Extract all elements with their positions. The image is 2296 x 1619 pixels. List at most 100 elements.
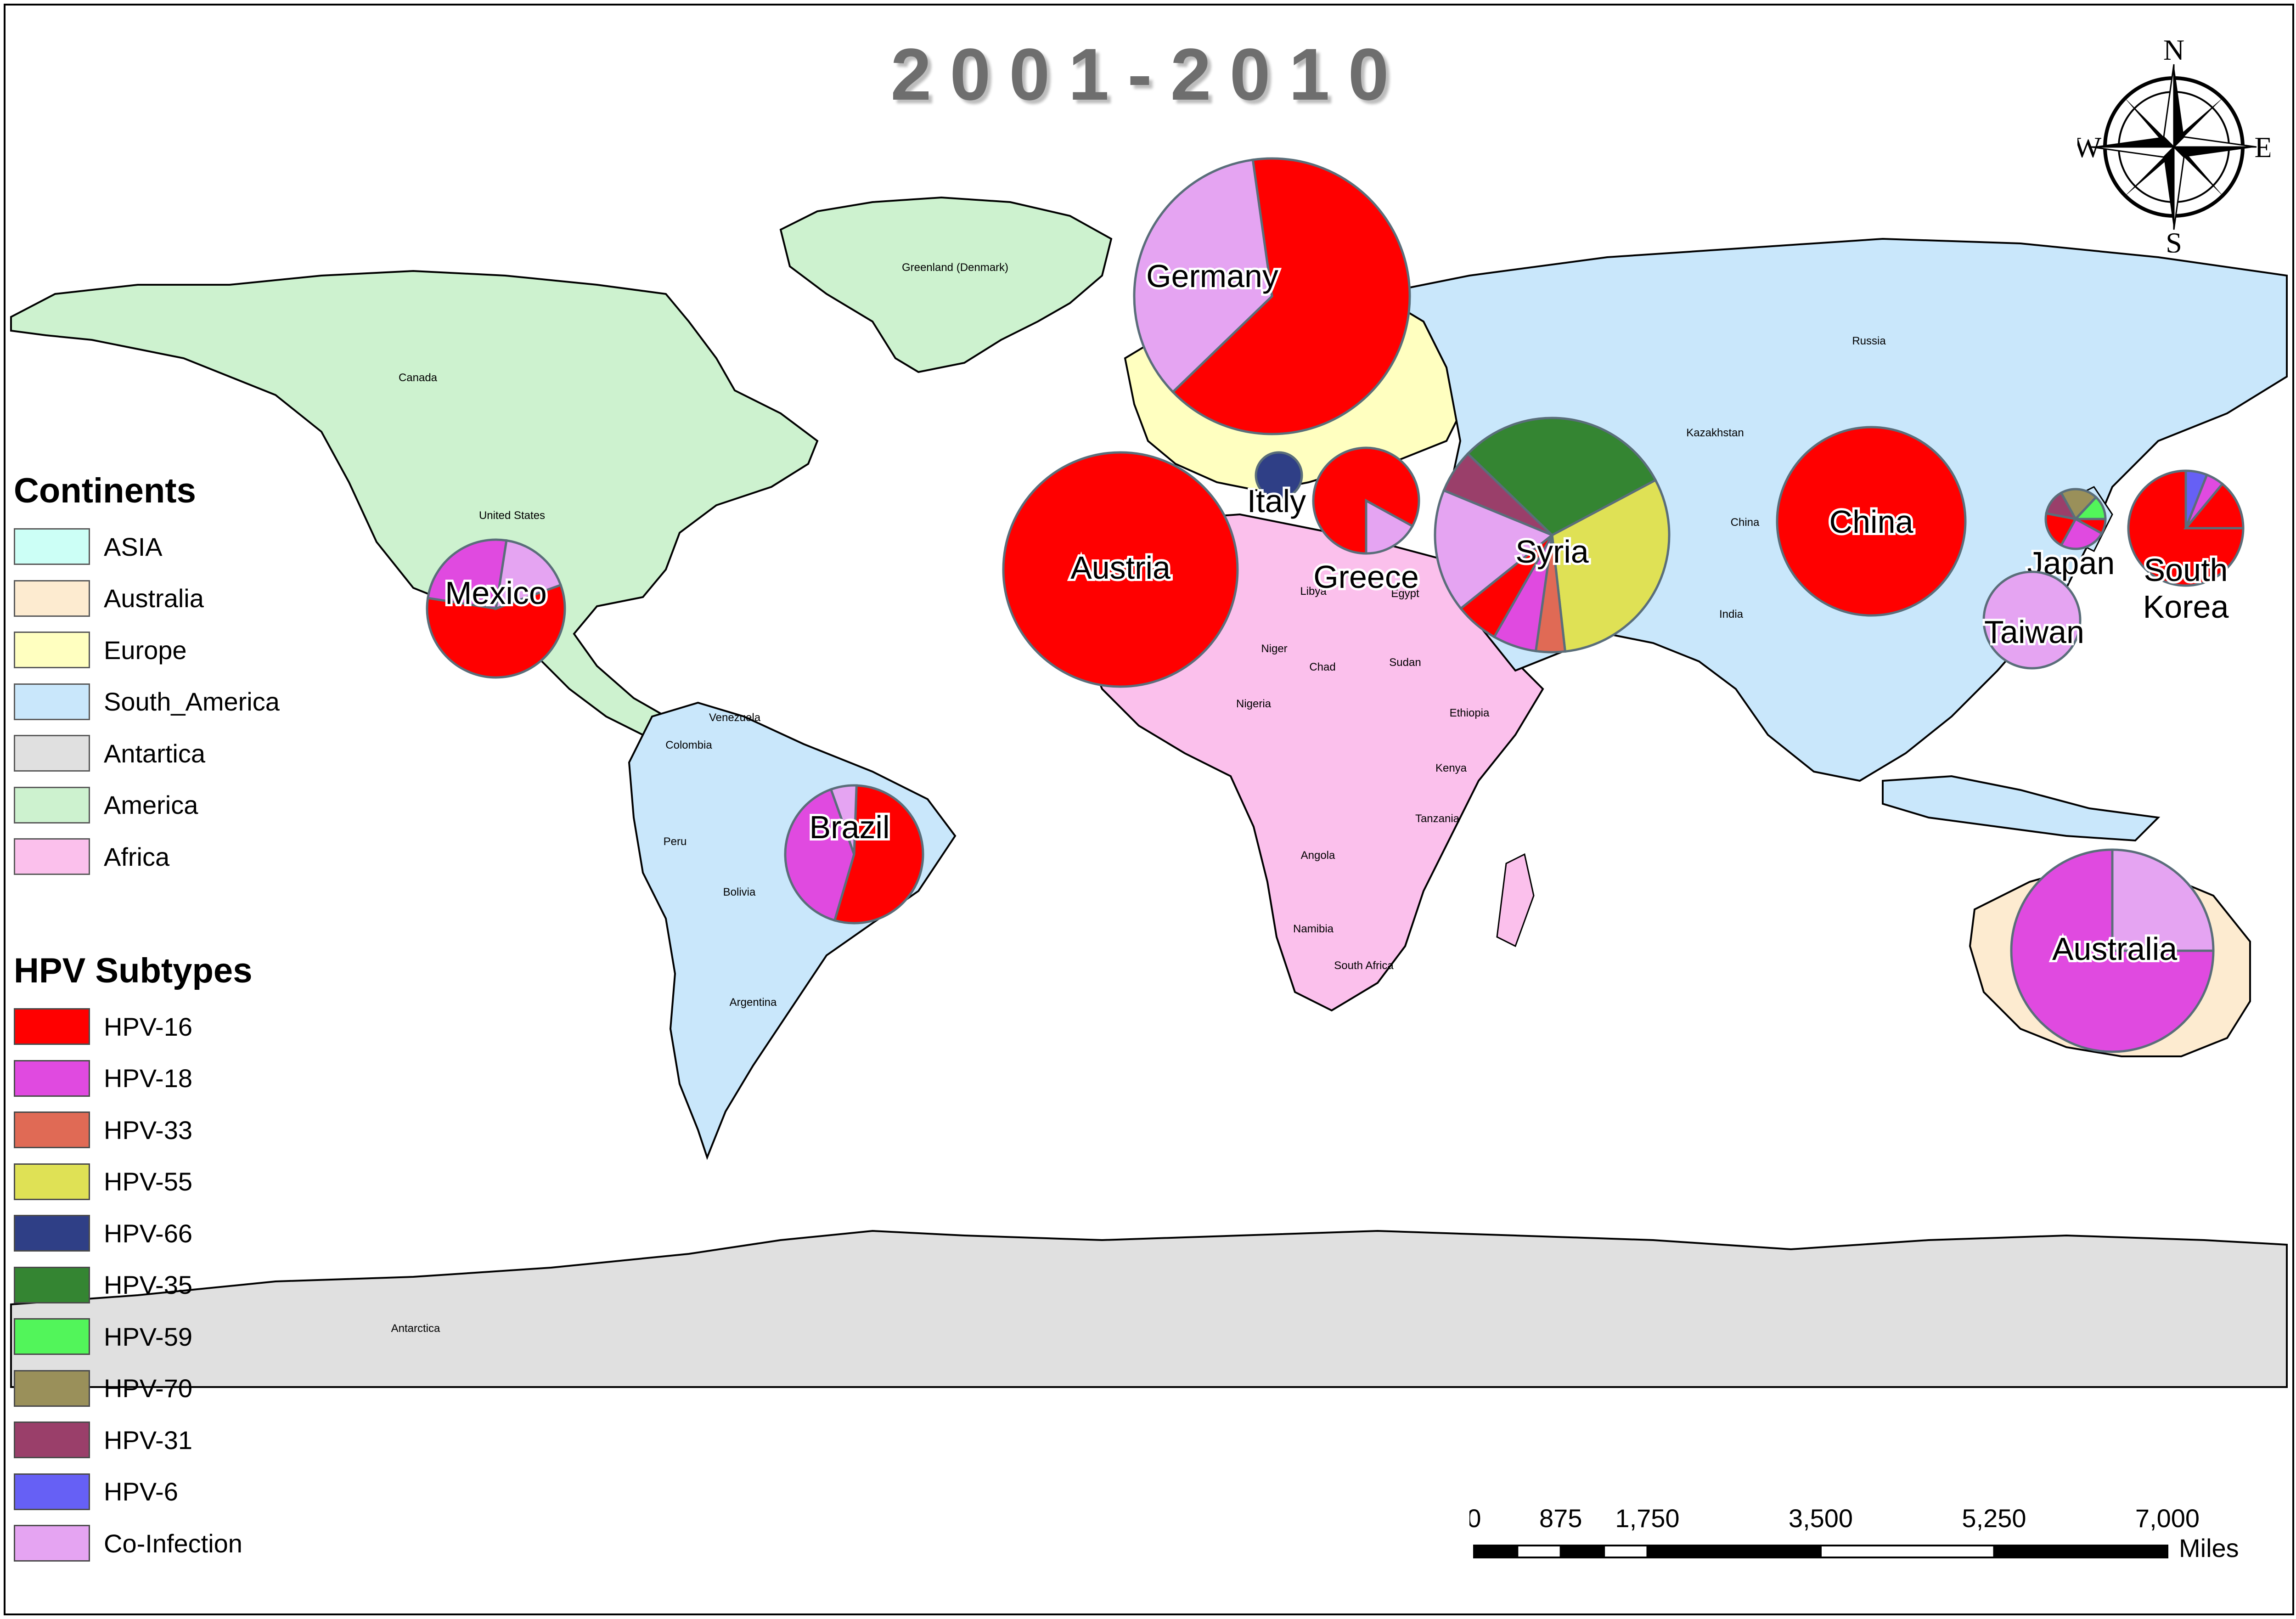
pie-slice-mexico-hpv18	[426, 538, 508, 610]
hpv-legend-row: HPV-31	[14, 1414, 252, 1466]
hpv-legend-swatch	[14, 1111, 90, 1149]
pie-taiwan: Taiwan	[1982, 570, 2087, 670]
greenland-shape	[779, 196, 1113, 373]
scale-unit: Miles	[2179, 1534, 2239, 1563]
label-tanzania: Tanzania	[1415, 812, 1460, 825]
label-peru: Peru	[664, 835, 687, 848]
scale-segment	[1993, 1545, 2168, 1558]
compass-e: E	[2254, 131, 2270, 164]
label-us: United States	[479, 509, 545, 522]
label-niger: Niger	[1261, 643, 1287, 655]
hpv-legend-swatch	[14, 1370, 90, 1407]
pie-slice-syria-hpv35	[1466, 417, 1657, 537]
pie-slice-italy-hpv66	[1255, 451, 1303, 500]
continent-legend-label: Europe	[104, 635, 187, 665]
continent-legend-row: America	[14, 779, 280, 831]
scale-tick-label: 0	[1469, 1504, 1481, 1533]
label-south-africa: South Africa	[1334, 959, 1394, 972]
compass-n: N	[2163, 34, 2184, 66]
pie-slice-south-korea-hpv16	[2127, 469, 2245, 587]
hpv-legend-swatch	[14, 1473, 90, 1510]
country-label-group: Greenland (Denmark) Canada United States…	[391, 261, 1886, 1335]
label-antarctica: Antarctica	[391, 1322, 440, 1335]
scale-segment	[1820, 1545, 1995, 1558]
hpv-legend-label: HPV-59	[104, 1322, 192, 1351]
scale-segment	[1646, 1545, 1822, 1558]
hpv-legend-row: HPV-18	[14, 1053, 252, 1105]
pie-label-germany: Germany	[1146, 258, 1278, 294]
label-ethiopia: Ethiopia	[1450, 707, 1490, 719]
label-nigeria: Nigeria	[1236, 698, 1272, 710]
continent-legend-label: South_America	[104, 687, 280, 716]
pie-slice-syria-hpv55	[1551, 478, 1671, 653]
label-angola: Angola	[1301, 849, 1335, 862]
pie-label-syria: Syria	[1515, 534, 1589, 570]
hpv-legend-swatch	[14, 1008, 90, 1045]
continents-legend-heading: Continents	[14, 471, 196, 510]
scale-tick-label: 1,750	[1615, 1504, 1679, 1533]
hpv-subtypes-legend: HPV Subtypes HPV-16 HPV-18 HPV-33 HPV-55 HPV…	[14, 951, 252, 1569]
label-india: India	[1719, 608, 1744, 621]
pie-slice-mexico-hpv16	[426, 583, 566, 679]
hpv-legend-swatch	[14, 1525, 90, 1562]
hpv-legend-label: HPV-6	[104, 1477, 178, 1506]
label-libya: Libya	[1300, 585, 1327, 598]
scale-tick-label: 875	[1539, 1504, 1582, 1533]
hpv-legend-swatch	[14, 1266, 90, 1303]
map-title: 2001-2010	[890, 33, 1407, 115]
label-namibia: Namibia	[1293, 923, 1334, 935]
hpv-legend-row: HPV-35	[14, 1259, 252, 1311]
label-bolivia: Bolivia	[723, 886, 756, 898]
continent-legend-label: Africa	[104, 842, 170, 871]
south-america-shape	[628, 701, 957, 1160]
pie-slice-austria-hpv16	[1002, 451, 1239, 688]
pie-label-china: China	[1829, 504, 1913, 540]
hpv-legend-row: HPV-70	[14, 1363, 252, 1415]
label-china-small: China	[1731, 516, 1760, 529]
pie-slice-greece-coinf	[1365, 498, 1414, 555]
hpv-legend-swatch	[14, 1215, 90, 1252]
label-greenland: Greenland (Denmark)	[902, 261, 1008, 274]
scale-segment	[1559, 1545, 1605, 1558]
pie-label-south-korea: South Korea	[2143, 552, 2229, 625]
pie-germany: Germany	[1133, 157, 1411, 435]
pie-greece: Greece	[1311, 446, 1421, 597]
continent-legend-row: Europe	[14, 624, 280, 676]
hpv-legend-label: HPV-35	[104, 1270, 192, 1300]
hpv-legend-label: Co-Infection	[104, 1529, 242, 1558]
label-sudan: Sudan	[1389, 656, 1421, 669]
pie-slice-south-korea-hpv16	[2183, 482, 2245, 530]
pie-slice-brazil-hpv18	[784, 788, 855, 922]
label-argentina: Argentina	[730, 996, 777, 1009]
hpv-legend-label: HPV-66	[104, 1218, 192, 1248]
pie-south-korea: South Korea	[2127, 469, 2245, 627]
pie-mexico: Mexico	[426, 538, 566, 679]
pie-label-australia: Australia	[2052, 931, 2177, 967]
scale-segment	[1516, 1545, 1562, 1558]
north-america-shape	[10, 270, 819, 741]
pie-slice-china-hpv16	[1776, 426, 1967, 617]
pie-slice-brazil-coinf	[829, 784, 858, 855]
pie-italy: Italy	[1245, 451, 1308, 521]
pie-slice-australia-coinf	[2111, 848, 2215, 952]
indonesia-shape	[1882, 775, 2161, 842]
continent-legend-row: Africa	[14, 831, 280, 883]
hpv-legend-label: HPV-55	[104, 1167, 192, 1196]
label-venezuela: Venezuela	[709, 711, 761, 724]
pie-slice-brazil-hpv16	[833, 784, 924, 925]
hpv-legend-swatch	[14, 1422, 90, 1459]
continent-legend-label: Antartica	[104, 739, 205, 768]
pie-brazil: Brazil	[784, 784, 924, 925]
continent-legend-swatch	[14, 683, 90, 720]
continent-legend-swatch	[14, 580, 90, 617]
continent-legend-row: ASIA	[14, 521, 280, 573]
hpv-legend-row: HPV-59	[14, 1311, 252, 1363]
label-chad: Chad	[1309, 661, 1335, 673]
hpv-legend-row: HPV-33	[14, 1104, 252, 1156]
pie-syria: Syria	[1434, 417, 1671, 654]
hpv-legend-label: HPV-31	[104, 1425, 192, 1455]
continent-legend-swatch	[14, 528, 90, 565]
hpv-legend-label: HPV-16	[104, 1012, 192, 1041]
pie-slice-taiwan-coinf	[1982, 570, 2082, 670]
